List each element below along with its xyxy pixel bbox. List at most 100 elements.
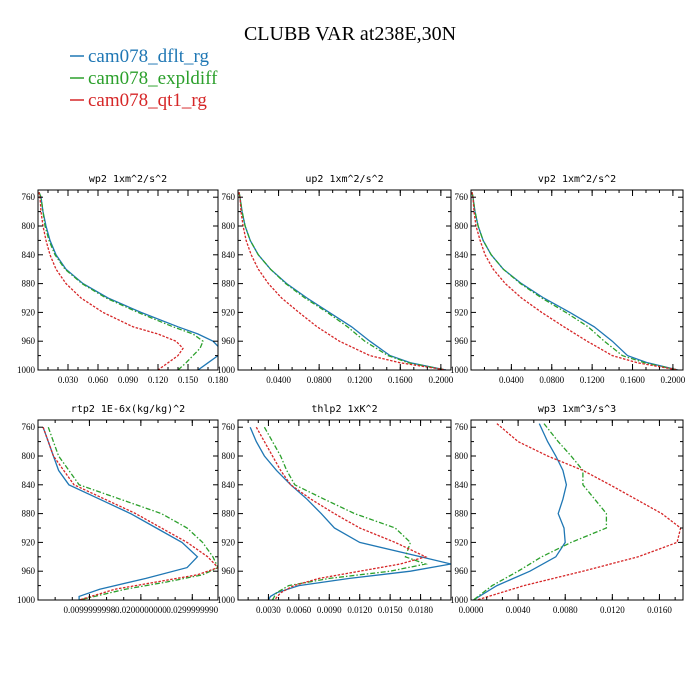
legend: cam078_dflt_rgcam078_expldiffcam078_qt1_… <box>70 46 218 111</box>
y-tick-label: 960 <box>22 566 36 576</box>
x-tick-label: 0.0160 <box>647 605 672 615</box>
y-tick-label: 1000 <box>217 595 236 605</box>
x-tick-label: 0.090 <box>118 375 139 385</box>
y-tick-label: 760 <box>22 192 36 202</box>
panel-title: vp2 1xm^2/s^2 <box>538 174 616 185</box>
y-tick-label: 880 <box>455 279 469 289</box>
plot-frame <box>37 419 219 601</box>
y-tick-label: 960 <box>222 336 236 346</box>
y-tick-label: 840 <box>222 250 236 260</box>
series-line <box>238 192 447 370</box>
x-tick-label: 0.0000 <box>459 605 484 615</box>
legend-label: cam078_dflt_rg <box>88 46 210 67</box>
y-tick-label: 1000 <box>17 365 36 375</box>
y-tick-label: 920 <box>22 307 36 317</box>
x-tick-label: 0.030 <box>58 375 79 385</box>
plot-frame <box>237 419 452 601</box>
plot-frame <box>470 419 684 601</box>
x-tick-label: 0.0080 <box>553 605 578 615</box>
legend-entry: cam078_dflt_rg <box>70 46 210 67</box>
series-line <box>471 192 679 370</box>
x-tick-label: 0.0099999998 <box>64 605 116 615</box>
y-tick-label: 880 <box>222 279 236 289</box>
panel-title: thlp2 1xK^2 <box>311 404 377 415</box>
x-tick-label: 0.0299999990 <box>166 605 218 615</box>
y-tick-label: 880 <box>22 509 36 519</box>
y-tick-label: 760 <box>455 422 469 432</box>
series-line <box>473 423 608 600</box>
x-tick-label: 0.0030 <box>256 605 281 615</box>
y-tick-label: 800 <box>22 451 36 461</box>
panel: up2 1xm^2/s^2 760 800 840 880 920 960 1000 0.040… <box>217 174 454 385</box>
y-tick-label: 960 <box>455 566 469 576</box>
y-tick-label: 880 <box>455 509 469 519</box>
y-tick-label: 840 <box>222 480 236 490</box>
y-tick-label: 960 <box>455 336 469 346</box>
y-tick-label: 760 <box>222 192 236 202</box>
legend-label: cam078_qt1_rg <box>88 90 207 111</box>
series-group <box>238 192 447 370</box>
legend-entry: cam078_expldiff <box>70 68 218 89</box>
series-line <box>42 426 199 600</box>
series-line <box>471 192 679 370</box>
y-tick-label: 840 <box>22 250 36 260</box>
x-tick-label: 0.0200000000 <box>115 605 167 615</box>
y-tick-label: 880 <box>22 279 36 289</box>
y-tick-label: 920 <box>455 537 469 547</box>
x-tick-label: 0.0060 <box>286 605 311 615</box>
legend-entry: cam078_qt1_rg <box>70 90 207 111</box>
x-tick-label: 0.2000 <box>428 375 453 385</box>
y-tick-label: 800 <box>22 221 36 231</box>
series-line <box>249 426 451 600</box>
plot-frame <box>237 189 452 371</box>
panel-title: rtp2 1E-6x(kg/kg)^2 <box>71 404 185 415</box>
x-tick-label: 0.0800 <box>307 375 332 385</box>
y-tick-label: 880 <box>222 509 236 519</box>
y-tick-label: 800 <box>222 451 236 461</box>
y-tick-label: 760 <box>455 192 469 202</box>
series-group <box>42 426 218 600</box>
series-group <box>249 426 451 600</box>
plot-frame <box>470 189 684 371</box>
series-line <box>47 426 218 600</box>
x-tick-label: 0.1200 <box>580 375 605 385</box>
panel: rtp2 1E-6x(kg/kg)^2 760 800 840 880 920 960 100… <box>17 404 219 615</box>
panel-title: up2 1xm^2/s^2 <box>305 174 383 185</box>
y-tick-label: 1000 <box>17 595 36 605</box>
panel-title: wp3 1xm^3/s^3 <box>538 404 616 415</box>
series-line <box>38 191 218 370</box>
x-tick-label: 0.0120 <box>600 605 625 615</box>
y-tick-label: 960 <box>222 566 236 576</box>
panel: vp2 1xm^2/s^2 760 800 840 880 920 960 1000 0.040… <box>450 174 686 385</box>
series-group <box>473 423 682 600</box>
y-tick-label: 1000 <box>450 365 469 375</box>
x-tick-label: 0.2000 <box>661 375 686 385</box>
series-group <box>38 191 218 370</box>
x-tick-label: 0.060 <box>88 375 109 385</box>
x-tick-label: 0.120 <box>148 375 169 385</box>
x-tick-label: 0.1200 <box>347 375 372 385</box>
series-line <box>263 426 429 600</box>
y-tick-label: 840 <box>455 250 469 260</box>
x-tick-label: 0.1600 <box>388 375 413 385</box>
x-tick-label: 0.150 <box>178 375 199 385</box>
series-line <box>238 192 447 370</box>
y-tick-label: 760 <box>22 422 36 432</box>
y-tick-label: 800 <box>455 221 469 231</box>
y-tick-label: 800 <box>455 451 469 461</box>
y-tick-label: 920 <box>222 537 236 547</box>
panels: wp2 1xm^2/s^2 760 800 840 880 920 960 1000 0.030… <box>17 174 686 615</box>
series-line <box>42 426 218 600</box>
y-tick-label: 1000 <box>217 365 236 375</box>
x-tick-label: 0.0040 <box>506 605 531 615</box>
series-group <box>471 192 679 370</box>
figure-title: CLUBB VAR at238E,30N <box>244 23 456 45</box>
y-tick-label: 960 <box>22 336 36 346</box>
y-tick-label: 840 <box>455 480 469 490</box>
x-tick-label: 0.0400 <box>499 375 524 385</box>
y-tick-label: 800 <box>222 221 236 231</box>
y-tick-label: 920 <box>22 537 36 547</box>
y-tick-label: 760 <box>222 422 236 432</box>
